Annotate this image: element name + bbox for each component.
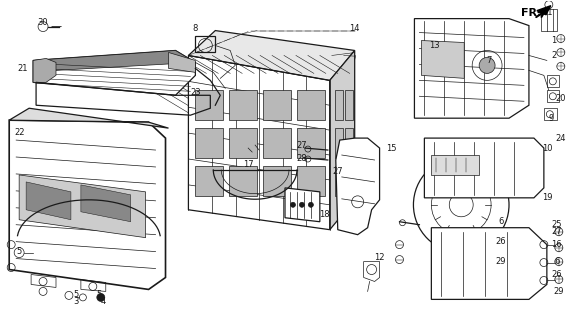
Polygon shape [188, 31, 355, 80]
Text: 29: 29 [553, 287, 564, 296]
Polygon shape [168, 52, 196, 72]
Text: 6: 6 [498, 217, 503, 226]
Polygon shape [421, 41, 464, 78]
Polygon shape [9, 108, 168, 128]
Text: 21: 21 [18, 64, 28, 73]
Circle shape [290, 202, 295, 207]
Text: 29: 29 [496, 257, 506, 266]
Polygon shape [330, 51, 355, 230]
Polygon shape [336, 138, 379, 235]
Polygon shape [229, 128, 257, 158]
Text: 12: 12 [374, 253, 385, 262]
Text: 5: 5 [96, 290, 101, 299]
Polygon shape [26, 182, 71, 220]
Text: 6: 6 [554, 257, 560, 266]
Polygon shape [19, 175, 146, 238]
Polygon shape [537, 6, 551, 15]
Polygon shape [345, 166, 353, 196]
Text: 3: 3 [73, 297, 79, 306]
Text: 27: 27 [297, 140, 307, 149]
Polygon shape [414, 19, 529, 118]
Text: 19: 19 [541, 193, 552, 202]
Text: 7: 7 [486, 56, 492, 65]
Polygon shape [9, 120, 166, 289]
Text: 5: 5 [73, 290, 79, 299]
Polygon shape [81, 185, 130, 222]
Polygon shape [263, 128, 291, 158]
Text: 27: 27 [552, 227, 562, 236]
Polygon shape [33, 51, 196, 95]
Polygon shape [297, 166, 325, 196]
Polygon shape [431, 228, 547, 300]
Polygon shape [297, 90, 325, 120]
Polygon shape [431, 155, 479, 175]
Text: 1: 1 [551, 36, 556, 45]
Polygon shape [285, 188, 320, 222]
Polygon shape [229, 166, 257, 196]
Circle shape [479, 58, 495, 73]
Text: 27: 27 [332, 167, 343, 176]
Text: 26: 26 [552, 270, 562, 279]
Text: 30: 30 [38, 18, 48, 27]
Text: 8: 8 [193, 24, 198, 33]
Polygon shape [345, 90, 353, 120]
Polygon shape [297, 128, 325, 158]
Text: 2: 2 [551, 51, 556, 60]
Text: 15: 15 [386, 144, 397, 153]
Polygon shape [188, 55, 330, 230]
Text: 13: 13 [429, 41, 439, 50]
Text: 28: 28 [297, 154, 307, 163]
Polygon shape [345, 128, 353, 158]
Circle shape [308, 202, 314, 207]
Polygon shape [33, 51, 196, 70]
Polygon shape [196, 166, 223, 196]
Polygon shape [263, 90, 291, 120]
Polygon shape [424, 138, 544, 198]
Text: 11: 11 [541, 8, 552, 17]
Text: 9: 9 [548, 114, 553, 123]
Circle shape [97, 293, 105, 301]
Text: 24: 24 [556, 133, 566, 143]
Text: 22: 22 [14, 128, 24, 137]
Text: 10: 10 [541, 144, 552, 153]
Text: 16: 16 [552, 240, 562, 249]
Text: 17: 17 [243, 160, 253, 170]
Text: 23: 23 [190, 88, 201, 97]
Text: 5: 5 [16, 247, 22, 256]
Polygon shape [335, 90, 342, 120]
Text: 14: 14 [349, 24, 360, 33]
Circle shape [299, 202, 304, 207]
Polygon shape [335, 128, 342, 158]
Text: 20: 20 [556, 94, 566, 103]
Polygon shape [196, 90, 223, 120]
Text: 25: 25 [552, 220, 562, 229]
Text: 18: 18 [320, 210, 330, 219]
Text: FR.: FR. [521, 8, 541, 18]
Polygon shape [263, 166, 291, 196]
Text: 4: 4 [100, 297, 105, 306]
Polygon shape [335, 166, 342, 196]
Text: 26: 26 [496, 237, 506, 246]
Polygon shape [196, 128, 223, 158]
Text: —: — [50, 21, 62, 32]
Polygon shape [229, 90, 257, 120]
Polygon shape [33, 59, 56, 82]
